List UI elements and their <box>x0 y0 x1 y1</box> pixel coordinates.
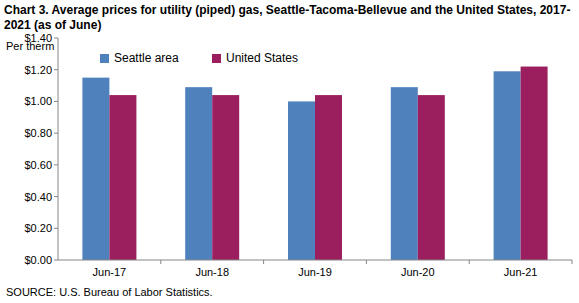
tick-label: $1.00 <box>24 95 52 107</box>
legend-swatch <box>100 54 109 63</box>
tick-label: $0.20 <box>24 222 52 234</box>
bar <box>109 95 136 260</box>
bar <box>391 87 418 260</box>
bar <box>521 67 548 260</box>
x-tick-mark <box>469 260 470 264</box>
tick-mark <box>54 164 58 165</box>
tick-mark <box>54 133 58 134</box>
category-label: Jun-19 <box>298 266 332 278</box>
legend-label: Seattle area <box>114 51 179 65</box>
tick-label: $0.80 <box>24 127 52 139</box>
source-note: SOURCE: U.S. Bureau of Labor Statistics. <box>6 286 213 298</box>
chart-svg: Per therm$0.00$0.20$0.40$0.60$0.80$1.00$… <box>0 0 579 303</box>
chart-title: Chart 3. Average prices for utility (pip… <box>4 3 576 33</box>
legend: Seattle area United States <box>100 51 298 65</box>
x-tick-mark <box>366 260 367 264</box>
category-label: Jun-18 <box>195 266 229 278</box>
bar <box>82 78 109 260</box>
bar <box>494 71 521 260</box>
legend-label: United States <box>226 51 298 65</box>
bar <box>212 95 239 260</box>
x-ticks: Jun-17 Jun-18 Jun-19 Jun-20 Jun-21 <box>93 260 572 278</box>
bars <box>82 67 547 260</box>
legend-swatch <box>212 54 221 63</box>
tick-mark <box>54 260 58 261</box>
tick-label: $0.00 <box>24 254 52 266</box>
category-label: Jun-20 <box>401 266 435 278</box>
bar <box>315 95 342 260</box>
category-label: Jun-21 <box>504 266 538 278</box>
tick-mark <box>54 69 58 70</box>
x-axis <box>58 260 572 261</box>
category-label: Jun-17 <box>93 266 127 278</box>
x-tick-mark <box>572 260 573 264</box>
y-axis <box>58 38 59 260</box>
tick-label: $0.60 <box>24 159 52 171</box>
tick-label: $1.20 <box>24 64 52 76</box>
y-ticks: $0.00 $0.20 $0.40 $0.60 $0.80 $1.00 $1.20 $1.40 <box>24 32 58 266</box>
bar <box>418 95 445 260</box>
bar <box>185 87 212 260</box>
tick-mark <box>54 228 58 229</box>
x-tick-mark <box>263 260 264 264</box>
tick-mark <box>54 101 58 102</box>
tick-mark <box>54 196 58 197</box>
bar <box>288 101 315 260</box>
tick-label: $0.40 <box>24 191 52 203</box>
tick-label: $1.40 <box>24 32 52 44</box>
tick-mark <box>54 38 58 39</box>
x-tick-mark <box>160 260 161 264</box>
